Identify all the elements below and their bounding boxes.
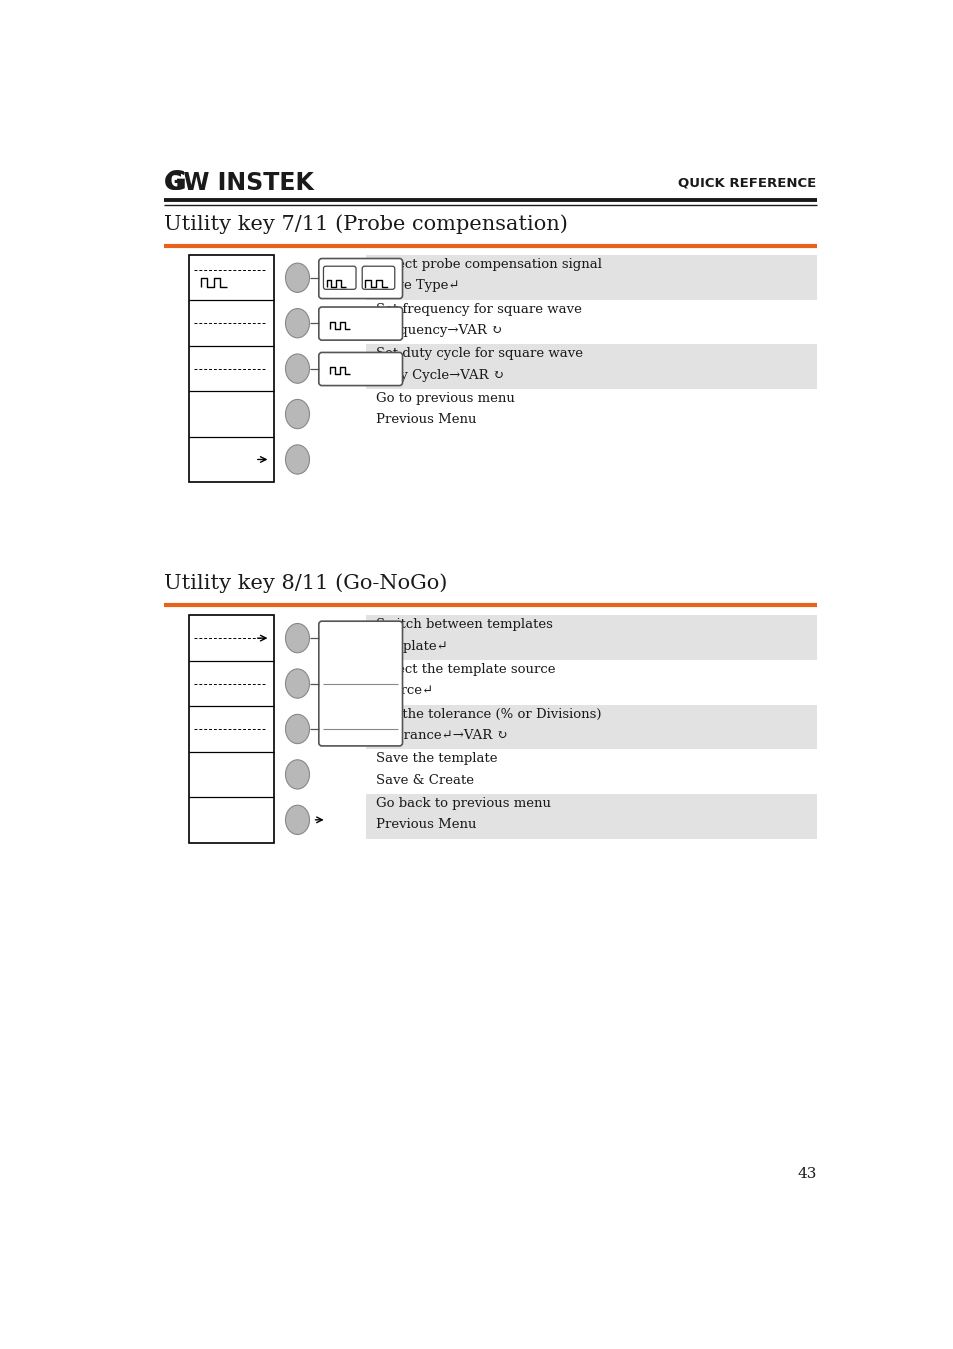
- Text: Set duty cycle for square wave: Set duty cycle for square wave: [375, 348, 582, 360]
- Bar: [365, 795, 816, 839]
- Ellipse shape: [285, 399, 309, 429]
- Text: Utility key 8/11 (Go-NoGo): Utility key 8/11 (Go-NoGo): [164, 573, 447, 594]
- Bar: [365, 704, 816, 750]
- Text: Previous Menu: Previous Menu: [375, 413, 476, 426]
- Ellipse shape: [285, 263, 309, 293]
- Text: Save the template: Save the template: [375, 753, 497, 765]
- Text: Set frequency for square wave: Set frequency for square wave: [375, 302, 581, 316]
- Text: Source↵: Source↵: [375, 684, 434, 697]
- Ellipse shape: [285, 805, 309, 835]
- Bar: [365, 615, 816, 660]
- FancyBboxPatch shape: [318, 352, 402, 386]
- FancyBboxPatch shape: [323, 266, 355, 289]
- Text: Go to previous menu: Go to previous menu: [375, 393, 514, 405]
- Bar: [365, 750, 816, 795]
- Ellipse shape: [285, 715, 309, 743]
- Text: Set the tolerance (% or Divisions): Set the tolerance (% or Divisions): [375, 708, 600, 720]
- Text: Previous Menu: Previous Menu: [375, 819, 476, 831]
- Bar: [365, 389, 816, 433]
- FancyBboxPatch shape: [318, 621, 402, 746]
- Bar: [365, 660, 816, 704]
- Text: Select the template source: Select the template source: [375, 664, 555, 676]
- Text: QUICK REFERENCE: QUICK REFERENCE: [678, 177, 816, 189]
- Text: Frequency→VAR ↻: Frequency→VAR ↻: [375, 324, 501, 337]
- Ellipse shape: [285, 309, 309, 337]
- Text: G: G: [164, 170, 186, 196]
- Bar: [189, 255, 274, 482]
- Bar: [365, 299, 816, 344]
- Text: Switch between templates: Switch between templates: [375, 618, 552, 631]
- Ellipse shape: [285, 445, 309, 473]
- Text: 43: 43: [797, 1167, 816, 1180]
- Ellipse shape: [285, 623, 309, 653]
- Ellipse shape: [285, 669, 309, 699]
- FancyBboxPatch shape: [318, 308, 402, 340]
- Ellipse shape: [285, 759, 309, 789]
- Text: Go back to previous menu: Go back to previous menu: [375, 797, 550, 811]
- Bar: [365, 344, 816, 389]
- Bar: [189, 615, 274, 843]
- FancyBboxPatch shape: [318, 259, 402, 298]
- Text: Template↵: Template↵: [375, 639, 448, 653]
- Text: Select probe compensation signal: Select probe compensation signal: [375, 258, 601, 271]
- Text: GW INSTEK: GW INSTEK: [164, 171, 314, 194]
- Text: Save & Create: Save & Create: [375, 773, 474, 786]
- FancyBboxPatch shape: [362, 266, 395, 289]
- Bar: [365, 255, 816, 299]
- Text: Wave Type↵: Wave Type↵: [375, 279, 458, 293]
- Ellipse shape: [285, 353, 309, 383]
- Text: Duty Cycle→VAR ↻: Duty Cycle→VAR ↻: [375, 368, 503, 382]
- Text: Tolerance↵→VAR ↻: Tolerance↵→VAR ↻: [375, 728, 507, 742]
- Text: Utility key 7/11 (Probe compensation): Utility key 7/11 (Probe compensation): [164, 214, 567, 235]
